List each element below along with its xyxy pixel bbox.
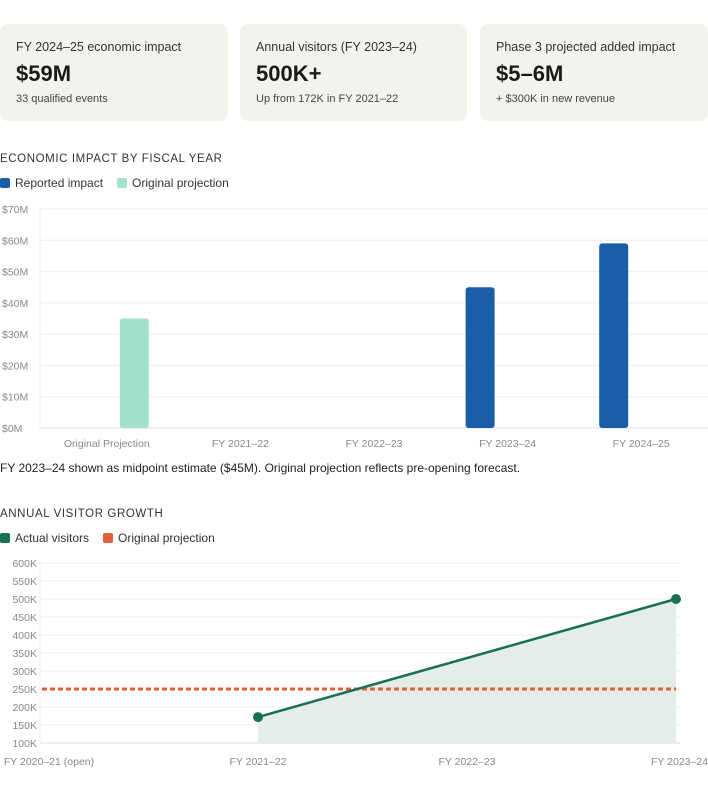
x-tick-label: FY 2022–23 — [345, 438, 402, 450]
kpi-value: $5–6M — [496, 61, 564, 86]
kpi-card-visitors: Annual visitors (FY 2023–24) 500K+ Up fr… — [240, 24, 467, 121]
legend-item-projection: Original projection — [117, 176, 229, 190]
y-tick-label: 150K — [12, 720, 37, 732]
y-tick-label: $20M — [2, 360, 28, 372]
kpi-value: 500K+ — [256, 61, 322, 86]
kpi-value: $59M — [16, 61, 72, 86]
legend-label: Original projection — [118, 531, 215, 545]
data-point — [671, 594, 681, 604]
x-tick-label: FY 2024–25 — [613, 438, 670, 450]
y-tick-label: $10M — [2, 392, 28, 404]
data-point — [253, 712, 263, 723]
x-tick-label: FY 2023–24 — [651, 756, 708, 768]
y-tick-label: 300K — [12, 666, 37, 678]
line-chart-title: ANNUAL VISITOR GROWTH — [0, 508, 164, 520]
legend-item-actual: Actual visitors — [0, 531, 89, 545]
y-tick-label: 350K — [12, 648, 37, 660]
x-tick-label: FY 2020–21 (open) — [4, 756, 94, 768]
legend-label: Reported impact — [15, 176, 104, 190]
kpi-sub: Up from 172K in FY 2021–22 — [256, 93, 399, 105]
kpi-card-economic-impact: FY 2024–25 economic impact $59M 33 quali… — [0, 24, 228, 121]
legend-swatch — [103, 533, 114, 543]
y-tick-label: 200K — [12, 702, 37, 714]
y-tick-label: 500K — [12, 594, 37, 606]
y-tick-label: $60M — [2, 235, 28, 247]
kpi-label: FY 2024–25 economic impact — [16, 40, 182, 54]
y-tick-label: $40M — [2, 298, 28, 310]
x-tick-label: FY 2022–23 — [438, 756, 495, 768]
kpi-label: Phase 3 projected added impact — [496, 40, 676, 54]
y-tick-label: 100K — [12, 738, 37, 750]
y-tick-label: $0M — [2, 423, 22, 435]
legend-swatch — [0, 533, 10, 543]
chart-note: FY 2023–24 shown as midpoint estimate ($… — [0, 461, 521, 475]
bar-reported — [465, 287, 495, 428]
legend-label: Original projection — [132, 176, 229, 190]
y-tick-label: 250K — [12, 684, 37, 696]
kpi-label: Annual visitors (FY 2023–24) — [256, 40, 417, 54]
legend-swatch — [117, 178, 128, 188]
kpi-card-phase3: Phase 3 projected added impact $5–6M + $… — [480, 24, 708, 121]
x-tick-label: FY 2021–22 — [229, 756, 286, 768]
bar-chart-title: ECONOMIC IMPACT BY FISCAL YEAR — [0, 153, 223, 165]
bar-chart: $0M $10M $20M $30M $40M $50M $60M $70M Original … — [2, 204, 708, 450]
y-tick-label: $50M — [2, 267, 28, 279]
legend-item-reported: Reported impact — [0, 176, 103, 190]
legend-label: Actual visitors — [15, 531, 90, 545]
bar-legend: Reported impact Original projection — [0, 176, 229, 190]
kpi-sub: + $300K in new revenue — [496, 93, 615, 105]
bar-reported — [599, 243, 629, 428]
legend-swatch — [0, 178, 10, 188]
kpi-sub: 33 qualified events — [16, 93, 108, 105]
y-tick-label: 550K — [12, 576, 37, 588]
x-tick-label: FY 2021–22 — [212, 438, 269, 450]
y-tick-label: 400K — [12, 630, 37, 642]
x-tick-label: Original Projection — [64, 438, 150, 450]
visitors-line — [257, 597, 677, 719]
bar-projection — [119, 318, 149, 428]
y-tick-label: 450K — [12, 612, 37, 624]
x-tick-label: FY 2023–24 — [479, 438, 536, 450]
area-fill — [258, 599, 676, 743]
legend-item-original: Original projection — [103, 531, 215, 545]
line-legend: Actual visitors Original projection — [0, 531, 215, 545]
y-tick-label: $30M — [2, 329, 28, 341]
y-tick-label: 600K — [12, 558, 37, 570]
y-tick-label: $70M — [2, 204, 28, 216]
